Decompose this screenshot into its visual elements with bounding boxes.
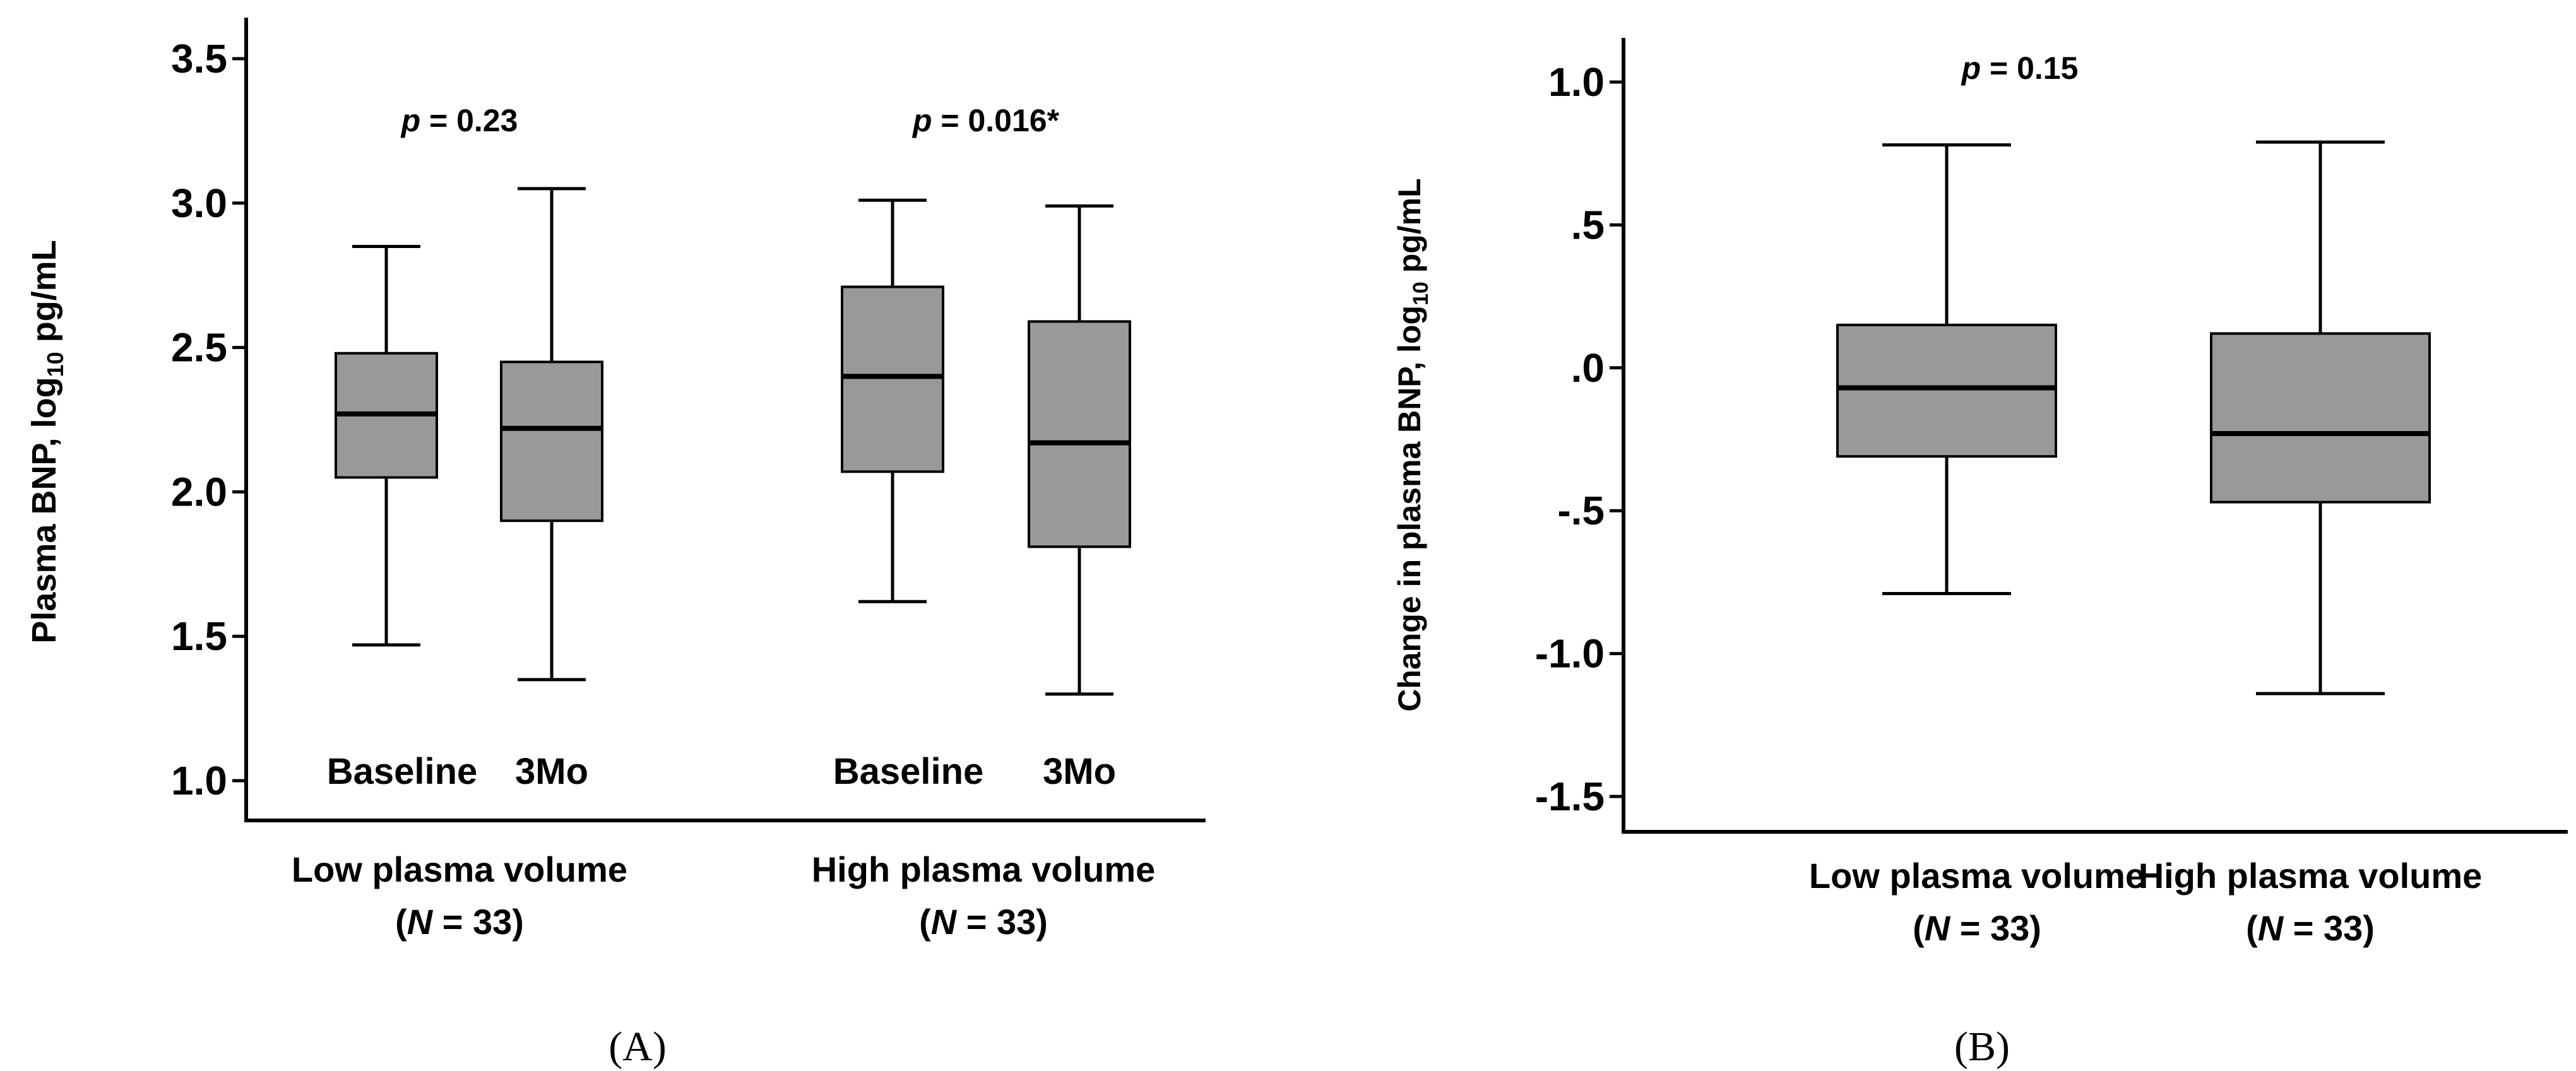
- a-y-tick-label: 1.0: [171, 758, 227, 803]
- a-group-label-1: Low plasma volume: [292, 849, 627, 889]
- panel-a-label: (A): [608, 1024, 667, 1070]
- a-group2-baseline-box: [841, 285, 944, 473]
- b-y-tick-label: -.5: [1557, 488, 1605, 533]
- b-y-tick-label: .0: [1571, 345, 1605, 391]
- a-y-tick-label: 2.5: [171, 325, 227, 370]
- b-y-tick-label: .5: [1571, 202, 1605, 247]
- b-y-tick-label: -1.5: [1535, 774, 1605, 819]
- b-group-n-2: (N = 33): [2246, 908, 2375, 948]
- b-y-axis-label: Change in plasma BNP, log10 pg/mL: [1392, 178, 1433, 711]
- a-y-tick-label: 2.0: [171, 469, 227, 514]
- b-group2-box: [2210, 332, 2431, 504]
- a-y-tick-label: 3.0: [171, 180, 227, 226]
- a-box-label-2-2: 3Mo: [1043, 751, 1116, 792]
- b-y-tick-label: -1.0: [1535, 631, 1605, 677]
- b-p-value: p = 0.15: [1961, 50, 2079, 86]
- b-group-label-1: Low plasma volume: [1809, 856, 2145, 896]
- a-box-label-2-1: Baseline: [833, 751, 984, 792]
- a-group-label-2: High plasma volume: [812, 849, 1156, 889]
- panel-b: 1.0 .5 .0 -.5 -1.0 -1.5 Change in plasma BNP,…: [1392, 38, 2568, 1070]
- panel-b-label: (B): [1954, 1024, 2010, 1070]
- a-p-value-2: p = 0.016*: [911, 103, 1060, 138]
- panel-a: 1.0 1.5 2.0 2.5 3.0 3.5 Plasma BNP, log10 pg/…: [25, 18, 1206, 1070]
- a-y-axis-label: Plasma BNP, log10 pg/mL: [25, 240, 68, 643]
- a-group-n-1: (N = 33): [395, 902, 524, 942]
- a-box-label-1-2: 3Mo: [515, 751, 588, 792]
- a-group2-3mo-box: [1028, 320, 1131, 548]
- b-y-tick-label: 1.0: [1548, 59, 1605, 105]
- a-y-tick-label: 3.5: [171, 36, 227, 81]
- a-group-n-2: (N = 33): [919, 902, 1048, 942]
- b-group1-box: [1836, 323, 2057, 458]
- a-group1-3mo-box: [500, 360, 603, 523]
- a-p-value-1: p = 0.23: [400, 103, 518, 138]
- a-box-label-1-1: Baseline: [327, 751, 478, 792]
- b-group-n-1: (N = 33): [1913, 908, 2041, 948]
- a-y-tick-label: 1.5: [171, 613, 227, 659]
- b-group-label-2: High plasma volume: [2139, 856, 2483, 896]
